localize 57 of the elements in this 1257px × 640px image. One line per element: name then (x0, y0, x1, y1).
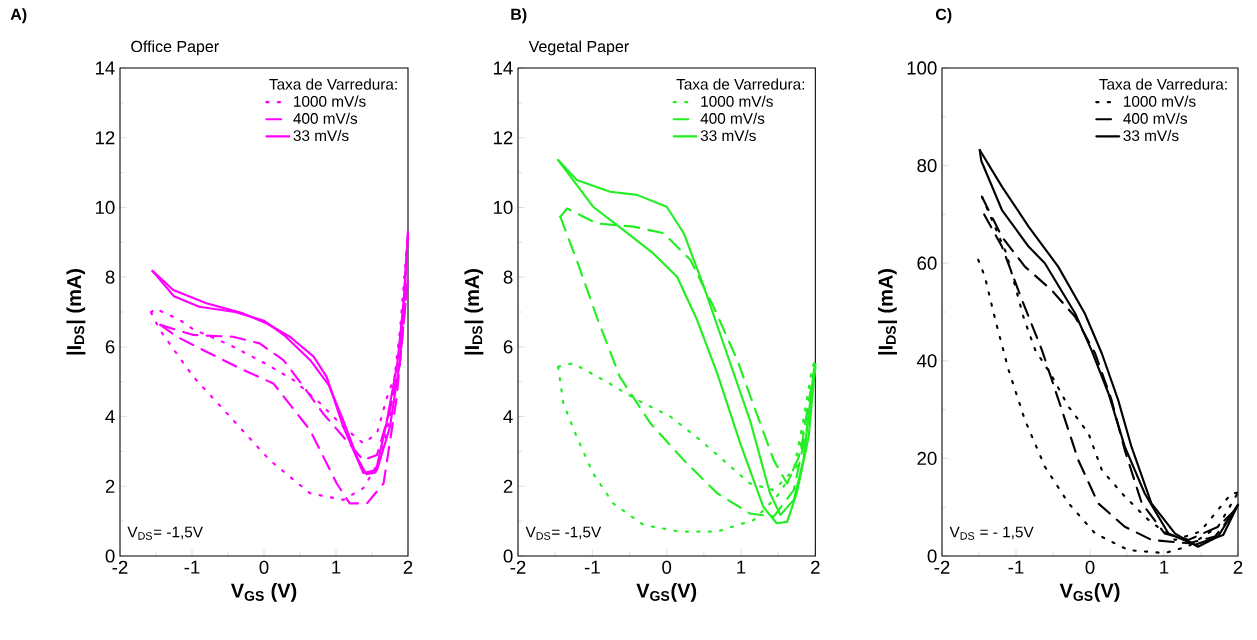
legend-title: Taxa de Varredura: (676, 78, 805, 90)
x-tick-label: 1 (1160, 560, 1169, 574)
chart-title: Office Paper (131, 40, 219, 56)
y-axis-title: |I$_{DS}$| (mA) (66, 269, 86, 355)
legend-label: 33 mV/s (1123, 129, 1179, 142)
x-axis-title: V$_{GS}$(V) (636, 583, 697, 602)
y-tick-label: 40 (916, 354, 937, 368)
y-tick-label: 4 (105, 410, 115, 423)
legend-title: Taxa de Varredura: (1099, 78, 1227, 90)
legend-label: 400 mV/s (293, 112, 358, 124)
x-axis-title: V$_{GS}$ (V) (230, 583, 297, 602)
x-tick-label: 1 (332, 560, 341, 574)
x-tick-label: -1 (184, 560, 200, 574)
y-tick-label: 8 (105, 270, 115, 284)
y-tick-label: 14 (95, 61, 115, 75)
y-tick-label: 20 (917, 451, 937, 466)
text: C) (935, 8, 952, 24)
legend-label: 33 mV/s (293, 129, 349, 142)
y-tick-label: 100 (907, 61, 937, 75)
y-tick-label: 60 (917, 256, 937, 270)
legend-label: 400 mV/s (700, 112, 765, 124)
text: B) (511, 8, 527, 24)
y-tick-label: 12 (95, 131, 115, 145)
annotation: V$_{DS}$ = - 1,5V (949, 526, 1034, 540)
y-tick-label: 2 (105, 479, 115, 493)
y-tick-label: 80 (917, 158, 937, 173)
x-tick-label: 0 (1085, 560, 1095, 574)
text: A) (10, 8, 27, 24)
y-tick-label: 10 (493, 200, 513, 215)
y-axis-title: |I$_{DS}$| (mA) (878, 269, 897, 355)
legend-label: 400 mV/s (1123, 112, 1188, 124)
y-tick-label: 12 (493, 131, 513, 145)
legend-label: 33 mV/s (700, 129, 756, 142)
y-tick-label: 6 (503, 340, 513, 354)
annotation: V$_{DS}$= -1,5V (525, 526, 602, 540)
y-axis-title: |I$_{DS}$| (mA) (464, 269, 484, 355)
y-tick-label: 8 (503, 270, 513, 284)
x-tick-label: 1 (737, 560, 746, 574)
legend-label: 1000 mV/s (701, 95, 773, 107)
chart-title: Vegetal Paper (528, 40, 629, 56)
annotation: V$_{DS}$= -1,5V (127, 526, 203, 540)
y-tick-label: 14 (493, 61, 513, 75)
x-tick-label: -1 (584, 560, 600, 574)
x-tick-label: 2 (403, 560, 413, 574)
x-axis-title: V$_{GS}$(V) (1059, 583, 1120, 602)
legend-label: 1000 mV/s (1124, 95, 1196, 107)
x-tick-label: -1 (1008, 560, 1024, 574)
y-tick-label: 2 (503, 479, 513, 493)
x-tick-label: 0 (662, 560, 672, 574)
legend-label: 1000 mV/s (294, 95, 366, 107)
legend-title: Taxa de Varredura: (269, 78, 397, 90)
y-tick-label: 6 (105, 340, 115, 354)
y-tick-label: 4 (503, 410, 513, 423)
y-tick-label: 10 (95, 200, 115, 215)
x-tick-label: 2 (811, 560, 820, 574)
x-tick-label: 2 (1233, 560, 1243, 574)
x-tick-label: 0 (259, 560, 269, 574)
